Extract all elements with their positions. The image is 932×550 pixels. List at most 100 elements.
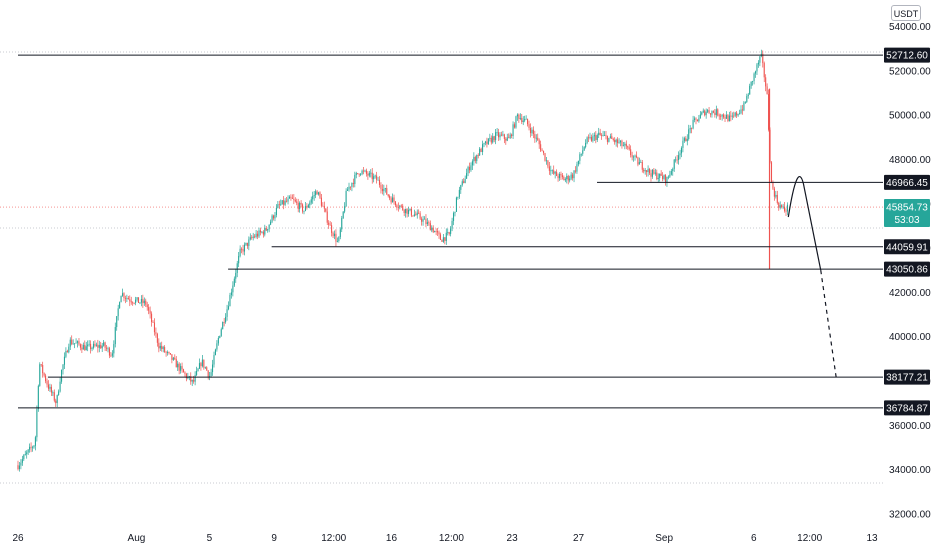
candle [678,151,680,165]
candle [467,165,469,177]
candle [245,242,247,246]
candle [333,230,336,240]
candle [595,131,597,144]
candle [685,136,687,142]
candle [182,368,185,373]
candle [640,159,642,163]
candle [442,233,444,243]
candle [413,209,415,217]
candle [376,171,378,184]
candle [136,296,138,302]
candle [58,389,60,396]
level-price-label: 44059.91 [884,239,930,255]
candle [711,110,713,118]
candle [373,173,375,183]
x-tick-label: 23 [507,533,519,544]
candle [432,225,434,234]
candle [181,362,183,373]
candle [439,232,442,241]
candle [146,301,148,311]
candle [680,146,683,158]
candle [347,187,349,191]
candle [380,182,382,194]
projection-path[interactable] [787,176,837,378]
candle [672,167,674,176]
candle [682,136,684,153]
candle [746,93,748,104]
candle [249,233,251,241]
candle [704,109,706,117]
candle [515,115,517,129]
candle [117,304,119,321]
candle [42,361,44,378]
candle [397,202,399,212]
candle [715,105,717,119]
candle [27,449,29,455]
candle [396,203,398,211]
candle [120,295,122,303]
candle [500,131,502,137]
svg-text:46966.45: 46966.45 [886,178,928,189]
time-axis[interactable]: 26 Aug 5 9 12:00 16 12:00 23 27 Sep 6 12:00 13 [12,533,878,544]
candle [184,371,186,377]
candle [773,186,775,201]
candle [438,230,440,239]
candle [712,110,714,114]
candle [531,127,533,137]
candle [203,359,205,370]
candle [123,292,125,302]
candle [664,174,667,186]
support-resistance-lines[interactable] [18,54,883,409]
x-tick-label: 6 [751,533,757,544]
candle [365,168,367,177]
projection-dashed-line[interactable] [820,270,837,378]
candle [201,354,203,368]
candle [646,170,648,177]
candle [426,218,428,226]
candle [241,247,243,254]
x-tick-label: 26 [12,533,24,544]
projection-curve[interactable] [787,176,822,271]
candle [750,81,752,89]
candle [564,177,566,183]
candle [709,113,712,118]
candle [537,133,539,141]
candle [538,138,540,149]
candle [728,111,730,122]
candle [525,115,527,120]
candle [113,340,115,358]
candle [747,92,749,99]
candle [708,106,710,114]
currency-button[interactable]: USDT [891,5,921,21]
candle [242,244,244,255]
candle [217,336,219,346]
candle [786,202,789,216]
candle [174,354,176,360]
candle [524,115,526,123]
candle [328,220,330,229]
candle [608,137,610,143]
candle [586,136,588,145]
candle [320,194,322,208]
candle [306,203,308,210]
candle [114,322,116,348]
candle [509,132,511,139]
candle [689,125,691,134]
candle [338,236,340,243]
candle [727,114,729,123]
candle [618,138,620,144]
candle [341,215,343,233]
candle [736,110,738,118]
candle [450,226,452,237]
candle [39,362,41,387]
candle [180,363,182,374]
candle [200,361,202,371]
candlestick-series [17,49,789,472]
candle [483,142,485,148]
candle [47,380,50,391]
candle [381,184,383,195]
candle [82,342,84,350]
candle [63,352,66,369]
y-tick-label: 34000.00 [889,465,931,476]
